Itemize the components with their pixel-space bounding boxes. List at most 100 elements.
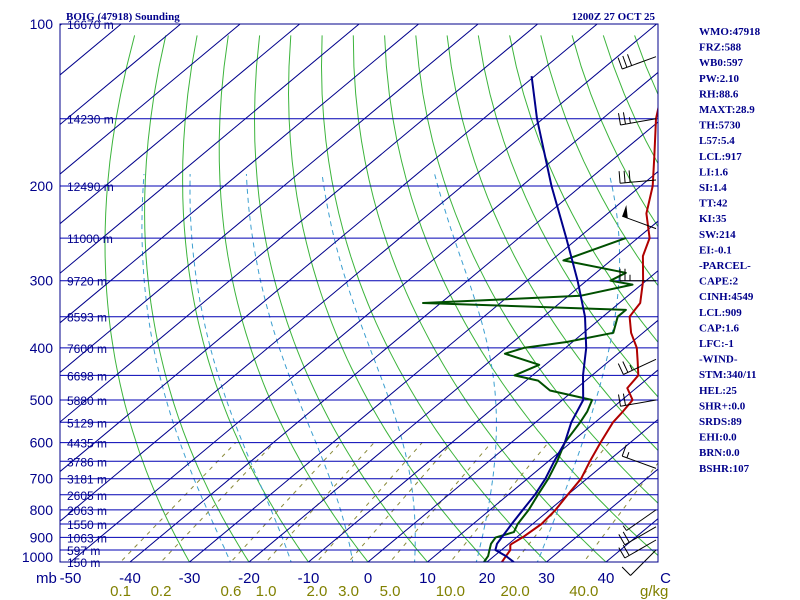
height-label: 4435 m	[67, 437, 107, 451]
index-line: -WIND-	[699, 354, 738, 366]
height-label: 3181 m	[67, 473, 107, 487]
mixing-ratio-line	[316, 442, 423, 562]
mixing-ratio-label: 1.0	[256, 583, 277, 600]
mixing-ratio-label: 3.0	[338, 583, 359, 600]
height-label: 12490 m	[67, 180, 114, 194]
height-label: 6698 m	[67, 369, 107, 383]
wind-barb	[617, 358, 657, 375]
temperature-tick-label: -20	[238, 570, 260, 587]
profile-layer	[422, 75, 658, 562]
chart-datetime: 1200Z 27 OCT 25	[572, 11, 656, 23]
wind-barb	[618, 112, 657, 126]
dewpoint-line	[422, 237, 634, 562]
index-line: LCL:917	[699, 151, 742, 163]
isotherm	[60, 24, 420, 324]
wind-barb-layer	[617, 54, 657, 576]
pressure-tick-label: 400	[30, 340, 54, 356]
index-line: WB0:597	[699, 57, 744, 69]
mixing-ratio-label: 2.0	[306, 583, 327, 600]
temperature-tick-label: -40	[119, 570, 141, 587]
isotherm	[60, 24, 539, 423]
index-line: PW:2.10	[699, 73, 740, 85]
wind-barb	[622, 509, 657, 531]
isotherm	[60, 24, 360, 274]
height-label: 9720 m	[67, 275, 107, 289]
index-line: -PARCEL-	[699, 260, 751, 272]
dry-adiabat	[182, 35, 310, 562]
isotherm	[60, 24, 301, 225]
mixing-ratio-line	[514, 442, 610, 562]
dry-adiabat	[415, 35, 658, 504]
mixing-ratio-label: 40.0	[569, 583, 598, 600]
height-label: 2063 m	[67, 504, 107, 518]
pressure-tick-label: 100	[30, 16, 54, 32]
mixing-ratio-line	[449, 442, 549, 562]
isotherm	[367, 319, 658, 562]
dry-adiabat	[144, 35, 250, 562]
dry-adiabat	[540, 35, 658, 287]
pressure-tick-label: 700	[30, 471, 54, 487]
index-line: LCL:909	[699, 307, 742, 319]
mixing-ratio-label: 20.0	[500, 583, 529, 600]
isotherm	[129, 121, 658, 562]
temperature-tick-label: 10	[419, 570, 436, 587]
index-line: HEL:25	[699, 385, 737, 397]
isotherm	[60, 24, 241, 175]
wind-barb	[621, 444, 657, 469]
pressure-tick-label: 200	[30, 178, 54, 194]
index-line: RH:88.6	[699, 88, 739, 100]
isotherm	[307, 270, 658, 562]
height-label: 1550 m	[67, 518, 107, 532]
index-line: WMO:47918	[699, 26, 761, 38]
dry-adiabat	[287, 35, 488, 562]
index-line: TH:5730	[699, 120, 741, 132]
pressure-tick-label: 300	[30, 273, 54, 289]
index-line: BRN:0.0	[699, 447, 740, 459]
temperature-tick-label: 0	[364, 570, 372, 587]
dry-adiabat	[104, 35, 191, 562]
height-label: 2605 m	[67, 489, 107, 503]
pressure-tick-label: 600	[30, 435, 54, 451]
temperature-tick-label: -50	[60, 570, 82, 587]
isotherm	[60, 24, 479, 374]
dry-adiabat	[320, 35, 548, 562]
mixing-ratio-line	[347, 442, 453, 562]
index-line: SI:1.4	[699, 182, 727, 194]
index-line: CAPE:2	[699, 276, 739, 288]
index-line: BSHR:107	[699, 463, 750, 475]
height-label: 1063 m	[67, 531, 107, 545]
index-line: CAP:1.6	[699, 322, 740, 334]
isotherm	[545, 468, 658, 562]
height-label: 8593 m	[67, 311, 107, 325]
height-label: 3786 m	[67, 455, 107, 469]
moist-adiabat	[141, 173, 231, 562]
temperature-tick-label: -30	[179, 570, 201, 587]
pressure-tick-label: 500	[30, 392, 54, 408]
wind-barb	[622, 215, 657, 230]
height-label: 5129 m	[67, 416, 107, 430]
plot-frame	[59, 23, 659, 563]
mixing-ratio-label: 10.0	[436, 583, 465, 600]
dry-adiabat	[384, 35, 658, 557]
height-label: 5880 m	[67, 394, 107, 408]
dry-adiabat	[446, 35, 658, 452]
isotherm	[486, 418, 658, 562]
dry-adiabat	[477, 35, 658, 398]
pressure-tick-label: 900	[30, 529, 54, 545]
index-line: MAXT:28.9	[699, 104, 755, 116]
label-layer: 16670 m 14230 m 12490 m 11000 m 9720 m 8593 m…	[22, 16, 671, 600]
chart-title: BOIG (47918) Sounding	[66, 11, 180, 23]
pressure-tick-label: 800	[30, 502, 54, 518]
isotherm	[60, 24, 182, 126]
wind-barb	[617, 54, 657, 70]
moist-adiabat	[245, 173, 354, 562]
temperature-tick-label: 30	[538, 570, 555, 587]
mixing-ratio-label: 5.0	[380, 583, 401, 600]
index-line: KI:35	[699, 213, 727, 225]
pressure-tick-label: 1000	[22, 549, 53, 565]
wind-barb	[618, 526, 657, 546]
index-line: SRDS:89	[699, 416, 742, 428]
index-line: CINH:4549	[699, 291, 754, 303]
wind-barb	[619, 268, 656, 282]
